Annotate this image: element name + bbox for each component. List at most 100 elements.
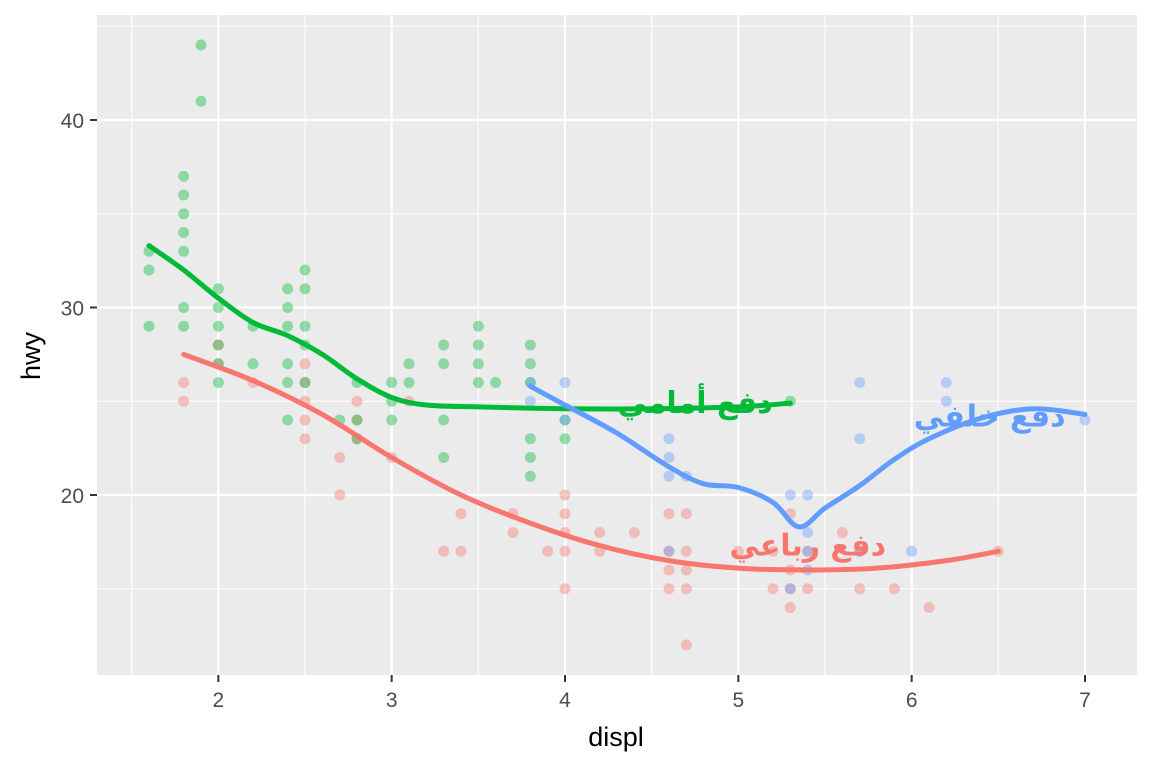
smooth-curve <box>181 351 1001 573</box>
curve-label: دفع رباعي <box>729 529 886 564</box>
data-point <box>507 527 519 538</box>
data-point <box>212 377 224 388</box>
data-point <box>282 414 294 426</box>
data-point <box>299 433 311 445</box>
major-gridlines <box>97 15 1137 675</box>
data-point <box>282 377 294 388</box>
data-point <box>178 227 190 238</box>
data-point <box>178 208 190 220</box>
data-point <box>542 545 554 557</box>
x-tick-label: 7 <box>1079 689 1091 712</box>
data-point <box>212 339 224 351</box>
y-tick-label: 40 <box>61 110 84 133</box>
curve-label: دفع خلفي <box>914 399 1066 434</box>
data-point <box>212 283 224 295</box>
data-point <box>559 583 571 595</box>
data-point <box>559 414 571 426</box>
data-point <box>854 545 866 557</box>
y-tick-label: 30 <box>61 298 84 321</box>
data-point <box>767 583 779 595</box>
data-point <box>524 339 536 351</box>
data-point <box>143 264 155 276</box>
x-axis-title: displ <box>588 722 644 752</box>
data-point <box>559 433 571 445</box>
data-point <box>767 545 779 557</box>
data-point <box>680 545 692 557</box>
x-axis: 2 3 4 5 6 7 <box>212 675 1091 712</box>
data-point <box>351 395 363 407</box>
data-point <box>524 470 536 482</box>
data-point <box>455 545 467 557</box>
data-point <box>178 377 190 388</box>
x-tick-label: 5 <box>732 689 744 712</box>
data-point <box>923 602 935 613</box>
data-point <box>178 302 190 313</box>
data-point <box>178 395 190 407</box>
x-tick-label: 3 <box>386 689 398 712</box>
data-point <box>663 564 675 576</box>
data-point <box>663 470 675 482</box>
data-point <box>680 508 692 520</box>
data-point <box>178 320 190 332</box>
data-point <box>802 489 814 501</box>
data-point <box>472 320 484 332</box>
x-tick-label: 4 <box>559 689 571 712</box>
data-point <box>524 452 536 463</box>
data-point <box>559 508 571 520</box>
data-point <box>524 358 536 370</box>
data-point <box>663 583 675 595</box>
data-point <box>888 583 900 595</box>
data-point <box>455 508 467 520</box>
data-point <box>299 414 311 426</box>
smooth-curves <box>146 243 1088 573</box>
data-point <box>663 545 675 557</box>
data-point <box>195 39 207 51</box>
data-point <box>247 358 259 370</box>
data-point <box>559 414 571 426</box>
data-point <box>282 358 294 370</box>
data-point <box>784 583 796 595</box>
data-point <box>784 602 796 613</box>
data-point <box>403 358 415 370</box>
data-point <box>680 639 692 651</box>
data-point <box>784 583 796 595</box>
data-point <box>438 545 450 557</box>
data-point <box>438 452 450 463</box>
data-point <box>663 433 675 445</box>
data-point <box>524 433 536 445</box>
data-point <box>854 377 866 388</box>
data-point <box>680 583 692 595</box>
data-point <box>802 545 814 557</box>
data-point <box>351 414 363 426</box>
plot-panel <box>97 15 1137 675</box>
data-point <box>802 527 814 538</box>
data-point <box>940 395 952 407</box>
data-point <box>854 583 866 595</box>
data-point <box>403 377 415 388</box>
data-point <box>334 489 346 501</box>
data-point <box>282 320 294 332</box>
minor-gridlines <box>97 15 1137 675</box>
data-point <box>836 527 848 538</box>
data-point <box>663 508 675 520</box>
data-point <box>299 320 311 332</box>
data-point <box>299 358 311 370</box>
x-tick-label: 6 <box>906 689 918 712</box>
y-tick-label: 20 <box>61 485 84 508</box>
data-point <box>472 358 484 370</box>
smooth-curve <box>146 243 793 412</box>
data-point <box>143 320 155 332</box>
data-point <box>178 189 190 201</box>
data-point <box>334 452 346 463</box>
data-point <box>906 545 918 557</box>
data-point <box>351 414 363 426</box>
data-points <box>143 39 1091 651</box>
y-axis: 20 30 40 <box>61 110 97 508</box>
data-point <box>282 283 294 295</box>
data-point <box>438 339 450 351</box>
data-point <box>680 564 692 576</box>
data-point <box>472 377 484 388</box>
data-point <box>559 489 571 501</box>
data-point <box>490 377 502 388</box>
